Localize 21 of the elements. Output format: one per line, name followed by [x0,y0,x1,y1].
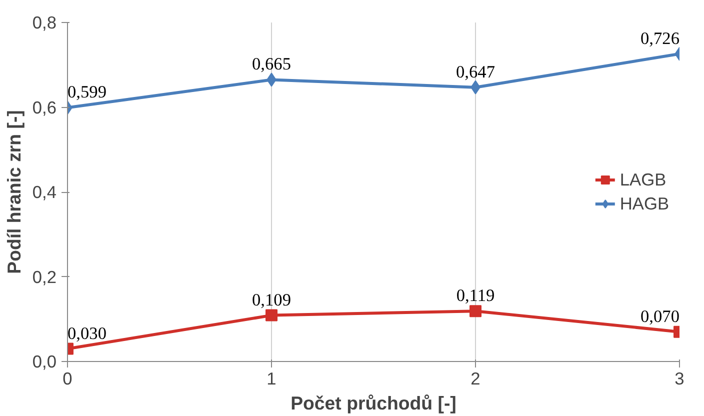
y-tick-label: 0,6 [32,97,57,118]
data-label: 0,665 [252,54,292,74]
x-tick-label: 1 [266,368,276,388]
x-tick-label: 3 [674,368,684,388]
x-tick-label: 0 [62,368,72,388]
data-label: 0,109 [252,290,292,310]
data-label: 0,726 [640,28,680,48]
legend-label: HAGB [620,193,669,214]
legend-label: LAGB [620,169,666,190]
data-label: 0,599 [68,82,106,102]
data-label: 0,647 [456,62,496,82]
y-axis-title: Podíl hranic zrn [-] [3,110,24,274]
y-tick-label: 0,8 [32,12,57,32]
x-tick-label: 2 [470,368,480,388]
x-axis-title: Počet průchodů [-] [290,392,456,414]
y-tick-label: 0,4 [32,182,57,202]
data-label: 0,119 [456,286,495,306]
y-tick-label: 0,2 [32,266,57,287]
y-tick-label: 0,0 [32,352,57,372]
data-label: 0,030 [68,324,106,343]
data-label: 0,070 [640,306,680,326]
